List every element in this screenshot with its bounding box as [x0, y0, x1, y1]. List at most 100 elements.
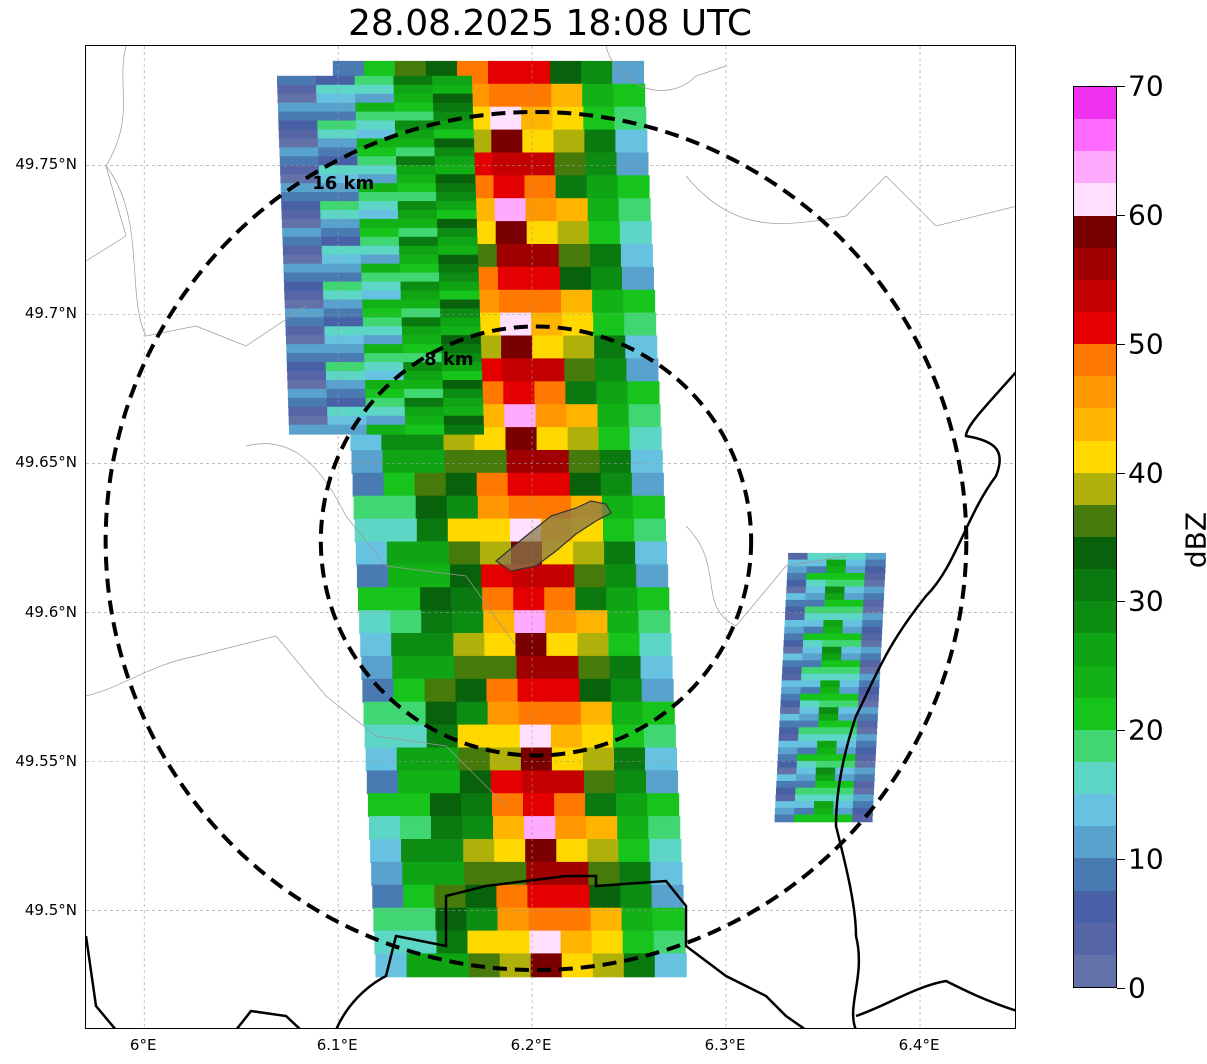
- radar-echo-cell: [822, 633, 844, 642]
- radar-echo-cell: [627, 381, 660, 406]
- radar-echo-cell: [415, 495, 448, 520]
- colorbar-segment: [1074, 954, 1116, 987]
- radar-echo-cell: [558, 884, 591, 909]
- radar-echo-cell: [840, 667, 861, 675]
- radar-echo-cell: [618, 198, 651, 223]
- radar-echo-cell: [490, 770, 523, 795]
- radar-echo-cell: [436, 192, 476, 202]
- radar-echo-cell: [325, 353, 366, 363]
- colorbar-segment: [1074, 87, 1116, 120]
- radar-echo-cell: [366, 406, 406, 417]
- radar-echo-cell: [853, 794, 874, 803]
- radar-echo-cell: [559, 266, 592, 291]
- radar-echo-cell: [355, 111, 396, 122]
- radar-echo-cell: [282, 236, 323, 247]
- radar-echo-cell: [288, 397, 328, 408]
- colorbar-segment: [1074, 279, 1116, 313]
- radar-echo-cell: [617, 175, 650, 200]
- radar-echo-cell: [535, 404, 568, 429]
- radar-echo-cell: [285, 308, 325, 319]
- latitude-tick-label: 49.5°N: [24, 900, 77, 919]
- radar-echo-cell: [779, 720, 800, 729]
- radar-echo-cell: [860, 653, 881, 662]
- radar-echo-cell: [527, 884, 560, 909]
- radar-echo-cell: [794, 807, 815, 816]
- radar-echo-cell: [578, 655, 611, 680]
- radar-echo-cell: [388, 564, 420, 589]
- radar-echo-cell: [839, 680, 861, 689]
- radar-echo-cell: [404, 406, 445, 417]
- radar-echo-cell: [826, 559, 847, 568]
- radar-echo-cell: [528, 266, 561, 291]
- radar-echo-cell: [559, 907, 592, 932]
- radar-echo-cell: [825, 586, 846, 595]
- radar-echo-cell: [487, 701, 520, 726]
- radar-echo-cell: [286, 362, 327, 372]
- radar-echo-cell: [839, 687, 860, 695]
- radar-echo-cell: [553, 770, 585, 795]
- radar-echo-cell: [439, 281, 480, 292]
- radar-echo-cell: [863, 593, 884, 601]
- radar-echo-cell: [520, 747, 553, 772]
- radar-echo-cell: [835, 767, 856, 776]
- radar-echo-cell: [823, 613, 845, 621]
- radar-echo-cell: [818, 720, 839, 729]
- map-borders: [86, 46, 1015, 1028]
- range-ring-16km: [103, 109, 969, 973]
- colorbar-tick-label: 50: [1128, 327, 1164, 361]
- radar-echo-cell: [787, 566, 808, 574]
- radar-echo-cell: [590, 907, 623, 932]
- radar-echo-cell: [806, 579, 827, 588]
- radar-echo-cell: [856, 727, 878, 735]
- radar-echo-cell: [845, 566, 866, 574]
- radar-echo-cell: [823, 626, 844, 635]
- radar-echo-cell: [416, 518, 449, 543]
- radar-echo-cell: [780, 707, 801, 715]
- radar-echo-cell: [619, 221, 652, 245]
- radar-echo-cell: [825, 573, 847, 581]
- colorbar-segment: [1074, 601, 1116, 634]
- radar-echo-cell: [354, 75, 395, 86]
- radar-echo-cell: [405, 930, 438, 955]
- radar-echo-cell: [285, 326, 326, 337]
- radar-echo-cell: [591, 930, 624, 955]
- radar-echo-cell: [397, 192, 438, 202]
- colorbar-segment: [1074, 440, 1116, 473]
- radar-echo-cell: [861, 640, 882, 648]
- radar-echo-cell: [805, 593, 826, 601]
- radar-echo-cell: [776, 781, 797, 789]
- radar-echo-cell: [814, 787, 836, 796]
- radar-echo-cell: [567, 427, 600, 451]
- radar-echo-cell: [528, 907, 561, 932]
- radar-echo-cell: [585, 152, 618, 177]
- radar-echo-cell: [805, 599, 826, 608]
- radar-echo-cell: [820, 680, 841, 689]
- radar-echo-cell: [522, 129, 555, 154]
- radar-echo-cell: [399, 254, 440, 265]
- radar-echo-cell: [609, 655, 642, 680]
- radar-echo-cell: [394, 120, 435, 131]
- radar-echo-cell: [819, 687, 841, 695]
- radar-echo-cell: [842, 626, 863, 635]
- radar-echo-cell: [281, 210, 322, 220]
- radar-echo-cell: [803, 633, 824, 642]
- radar-echo-cell: [603, 518, 635, 543]
- radar-echo-cell: [777, 754, 799, 762]
- radar-echo-cell: [537, 450, 570, 474]
- radar-echo-cell: [398, 218, 439, 229]
- radar-echo-cell: [327, 424, 368, 435]
- radar-echo-cell: [495, 861, 528, 886]
- radar-echo-cell: [616, 793, 649, 818]
- radar-echo-cell: [525, 198, 558, 223]
- radar-echo-cell: [862, 620, 883, 628]
- radar-map[interactable]: 8 km 16 km: [85, 45, 1016, 1029]
- radar-echo-cell: [371, 861, 404, 886]
- radar-echo-cell: [573, 541, 606, 566]
- radar-echo-cell: [807, 552, 828, 561]
- radar-echo-cell: [619, 861, 652, 886]
- radar-echo-cell: [524, 175, 557, 200]
- radar-echo-cell: [575, 587, 608, 612]
- radar-echo-cell: [492, 152, 525, 177]
- radar-echo-cell: [322, 254, 362, 265]
- radar-echo-cell: [403, 362, 444, 372]
